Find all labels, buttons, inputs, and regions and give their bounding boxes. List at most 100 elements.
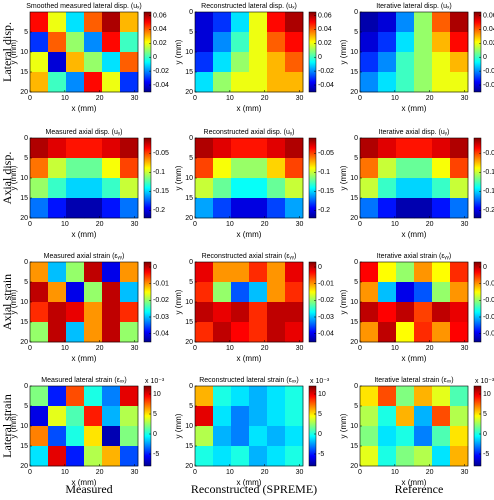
panel-title: Iterative axial strain (εᵧᵧ): [377, 253, 452, 260]
column-label: Reference: [395, 482, 444, 496]
heat-cell: [120, 198, 139, 219]
y-axis-label: y (mm): [339, 413, 348, 438]
heat-cell: [285, 386, 304, 407]
y-tick-label: 20: [185, 339, 193, 346]
heat-cell: [120, 178, 139, 199]
heat-cell: [213, 446, 232, 467]
y-tick-label: 10: [185, 299, 193, 306]
heat-cell: [378, 446, 397, 467]
heat-cell: [360, 446, 379, 467]
y-tick-label: 5: [24, 403, 28, 410]
heat-cell: [360, 32, 379, 53]
y-tick-label: 20: [350, 215, 358, 222]
heat-cell: [396, 302, 415, 323]
y-axis-label: y (mm): [339, 165, 348, 190]
heat-cell: [378, 282, 397, 303]
panel-title: Smoothed measured lateral disp. (uₓ): [26, 3, 142, 10]
colorbar-tick-label: -0.03: [483, 314, 494, 321]
colorbar-tick-label: 10: [153, 391, 161, 398]
x-tick-label: 0: [358, 221, 362, 228]
heat-cell: [285, 138, 304, 159]
colorbar-tick-label: -0.01: [153, 281, 169, 288]
heat-cell: [231, 386, 250, 407]
heat-cell: [84, 426, 103, 447]
x-tick-label: 20: [261, 221, 269, 228]
heat-cell: [432, 262, 451, 283]
heat-cell: [48, 302, 67, 323]
heat-cell: [414, 406, 433, 427]
heat-cell: [102, 262, 121, 283]
y-tick-label: 15: [20, 69, 28, 76]
colorbar: [473, 137, 482, 219]
colorbar-tick-label: -5: [318, 451, 324, 458]
colorbar-tick-label: -0.02: [483, 297, 494, 304]
x-tick-label: 10: [61, 221, 69, 228]
heat-cell: [414, 198, 433, 219]
heat-cell: [120, 446, 139, 467]
heat-cell: [360, 426, 379, 447]
panel-title: Reconstructed lateral disp. (uₓ): [201, 3, 297, 10]
y-tick-label: 5: [189, 279, 193, 286]
colorbar-tick-label: 0.06: [483, 12, 494, 19]
y-tick-label: 20: [20, 463, 28, 470]
heat-cell: [249, 322, 268, 343]
heat-cell: [267, 406, 286, 427]
heat-cell: [267, 32, 286, 53]
y-tick-label: 5: [189, 29, 193, 36]
heat-cell: [285, 198, 304, 219]
heat-cell: [48, 158, 67, 179]
heat-cell: [30, 386, 49, 407]
y-tick-label: 0: [354, 259, 358, 266]
y-axis-label: y (mm): [9, 289, 18, 314]
heat-cell: [213, 426, 232, 447]
colorbar: [143, 137, 152, 219]
heat-cell: [267, 138, 286, 159]
heat-cell: [249, 386, 268, 407]
y-tick-label: 0: [189, 135, 193, 142]
x-tick-label: 20: [96, 221, 104, 228]
heat-cell: [84, 12, 103, 33]
heat-cell: [450, 72, 469, 93]
heat-cell: [396, 72, 415, 93]
colorbar-tick-label: -0.01: [483, 281, 494, 288]
heat-cell: [84, 158, 103, 179]
y-tick-label: 15: [20, 195, 28, 202]
heat-cell: [396, 262, 415, 283]
heat-cell: [213, 32, 232, 53]
x-tick-label: 20: [96, 95, 104, 102]
x-tick-label: 30: [461, 95, 469, 102]
x-axis-label: x (mm): [72, 478, 97, 487]
heat-cell: [231, 302, 250, 323]
y-axis-label: y (mm): [174, 165, 183, 190]
heat-cell: [285, 406, 304, 427]
heat-cell: [30, 426, 49, 447]
x-tick-label: 0: [28, 221, 32, 228]
colorbar-tick-label: 0: [153, 54, 157, 61]
heat-cell: [432, 178, 451, 199]
heat-cell: [213, 406, 232, 427]
y-tick-label: 0: [24, 259, 28, 266]
colorbar-tick-label: -0.04: [318, 82, 334, 89]
heat-cell: [102, 138, 121, 159]
heat-cell: [450, 32, 469, 53]
colorbar-tick-label: 0: [483, 264, 487, 271]
y-tick-label: 20: [20, 339, 28, 346]
y-tick-label: 10: [350, 299, 358, 306]
y-tick-label: 15: [185, 195, 193, 202]
heat-cell: [378, 178, 397, 199]
heat-cell: [84, 52, 103, 73]
colorbar-tick-label: 0: [318, 54, 322, 61]
colorbar-tick-label: -0.15: [483, 188, 494, 195]
heat-cell: [66, 386, 85, 407]
heat-cell: [84, 302, 103, 323]
x-tick-label: 0: [28, 345, 32, 352]
heat-cell: [285, 426, 304, 447]
heat-cell: [267, 302, 286, 323]
colorbar-tick-label: -0.2: [483, 207, 494, 214]
y-tick-label: 0: [189, 383, 193, 390]
heat-cell: [360, 138, 379, 159]
y-axis-label: y (mm): [174, 289, 183, 314]
heat-cell: [267, 322, 286, 343]
x-tick-label: 20: [261, 345, 269, 352]
heat-cell: [231, 32, 250, 53]
